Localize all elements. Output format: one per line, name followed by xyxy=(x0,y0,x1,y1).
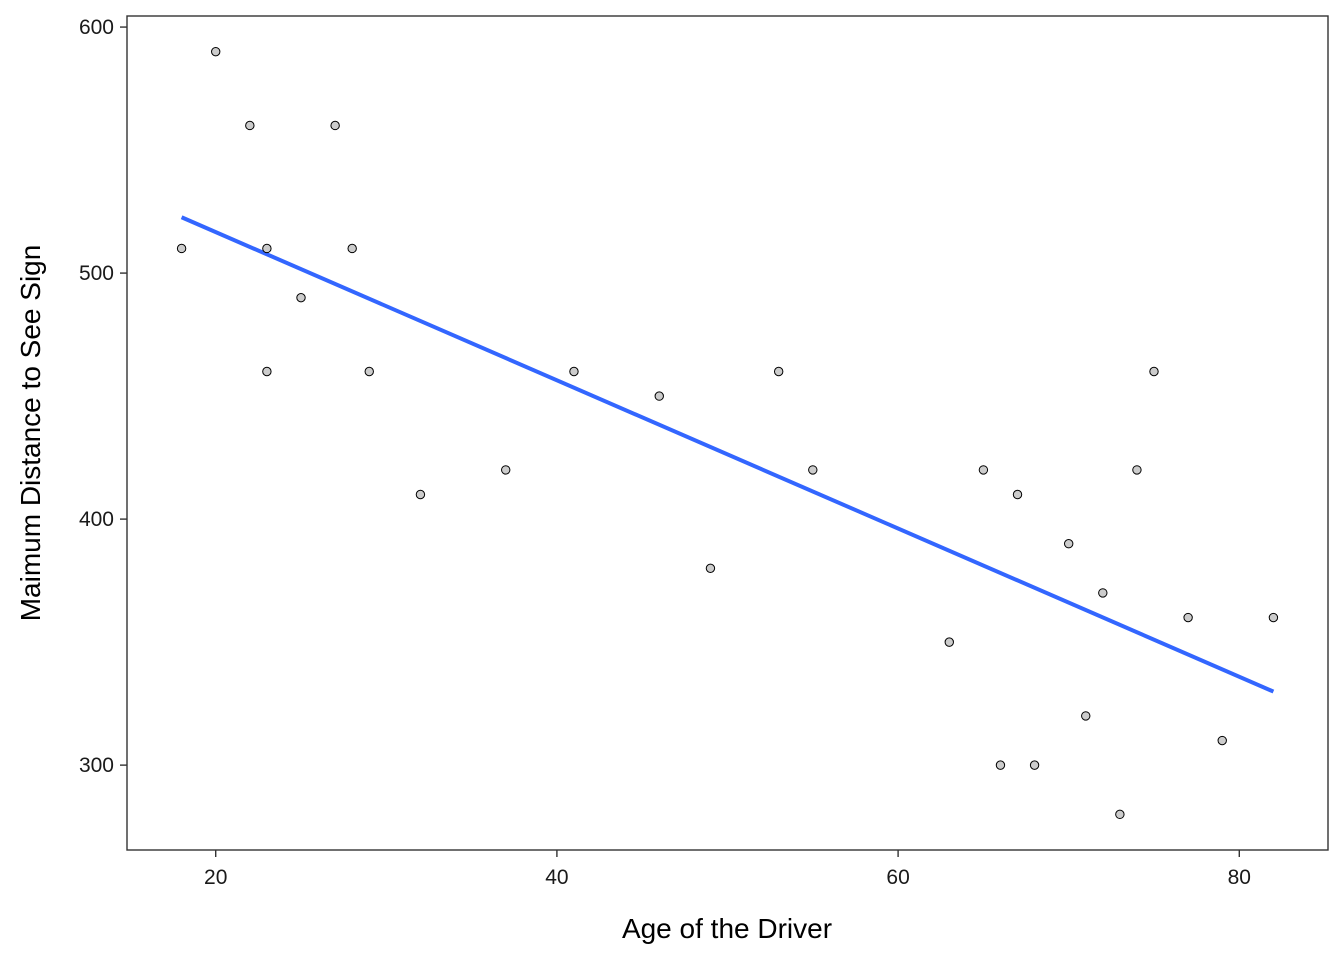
data-point xyxy=(944,637,954,647)
data-point xyxy=(808,465,818,475)
data-point xyxy=(415,489,426,500)
data-point xyxy=(347,243,357,254)
data-point xyxy=(262,366,272,377)
x-tick-label: 80 xyxy=(1228,866,1251,889)
x-axis-ticks: 20 40 60 80 xyxy=(204,850,1251,889)
data-point xyxy=(1149,366,1159,377)
data-point xyxy=(995,760,1006,770)
data-point xyxy=(176,243,187,254)
data-point xyxy=(1183,612,1193,623)
data-point xyxy=(245,120,255,131)
data-point xyxy=(1115,809,1125,820)
data-point xyxy=(1132,465,1142,475)
trend-line xyxy=(180,215,1275,694)
y-tick-label: 400 xyxy=(79,508,114,531)
data-point xyxy=(1012,489,1023,500)
data-point xyxy=(1268,612,1279,623)
y-axis-ticks: 300 400 500 600 xyxy=(79,16,127,777)
data-point xyxy=(330,120,340,131)
data-point xyxy=(364,366,374,377)
data-point xyxy=(1063,539,1074,549)
data-point xyxy=(1081,711,1091,721)
y-axis-title: Maimum Distance to See Sign xyxy=(15,245,46,622)
data-point xyxy=(978,465,989,475)
x-tick-label: 20 xyxy=(204,866,227,889)
data-point xyxy=(1029,760,1040,770)
data-point xyxy=(211,46,221,57)
fit-line-layer xyxy=(180,215,1275,694)
points-layer xyxy=(176,46,1279,820)
x-tick-label: 40 xyxy=(545,866,568,889)
data-point xyxy=(705,563,716,574)
data-point xyxy=(569,366,579,377)
y-tick-label: 600 xyxy=(79,16,114,39)
data-point xyxy=(654,391,664,401)
x-axis-title: Age of the Driver xyxy=(622,913,832,944)
panel-border xyxy=(126,15,1329,851)
data-point xyxy=(501,465,511,475)
data-point xyxy=(1098,588,1108,598)
x-tick-label: 60 xyxy=(886,866,909,889)
data-point xyxy=(296,292,306,303)
y-tick-label: 500 xyxy=(79,262,114,285)
data-point xyxy=(1217,735,1227,746)
data-point xyxy=(773,366,784,377)
data-point xyxy=(262,243,272,254)
y-tick-label: 300 xyxy=(79,754,114,777)
